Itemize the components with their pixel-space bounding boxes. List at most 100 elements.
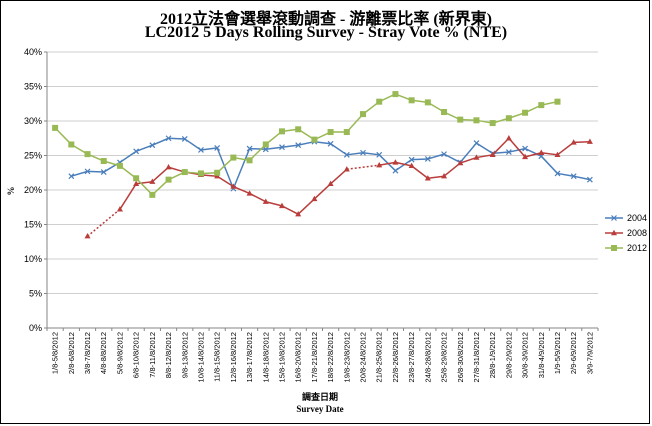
data-point bbox=[522, 145, 528, 152]
x-tick-label: 31/8-4/9/2012 bbox=[537, 332, 546, 378]
series-line-segment bbox=[476, 154, 493, 159]
series-line-segment bbox=[216, 147, 235, 189]
data-point bbox=[246, 190, 253, 196]
x-tick-label: 7/8-11/8/2012 bbox=[148, 332, 157, 378]
series-line-segment bbox=[151, 166, 170, 183]
series-line-segment bbox=[119, 150, 137, 164]
x-tick-label: 11/8-15/8/2012 bbox=[213, 332, 222, 382]
data-point bbox=[408, 162, 415, 169]
data-point bbox=[295, 210, 302, 217]
x-tick-label: 5/8-9/8/2012 bbox=[115, 332, 124, 374]
data-point bbox=[311, 136, 318, 143]
data-point bbox=[522, 153, 529, 160]
data-point bbox=[198, 147, 204, 153]
series-line-segment bbox=[152, 137, 169, 146]
data-point bbox=[376, 98, 383, 105]
series-line-segment bbox=[492, 151, 509, 155]
data-point bbox=[505, 115, 512, 122]
x-tick-label: 30/8-3/9/2012 bbox=[521, 332, 530, 378]
data-point bbox=[327, 129, 334, 136]
x-tick-label: 2/8-6/8/2012 bbox=[67, 332, 76, 374]
gridlines bbox=[47, 51, 598, 329]
series-line-segment bbox=[200, 147, 218, 151]
series-line-segment bbox=[233, 185, 250, 195]
y-tick-label: 25% bbox=[24, 151, 42, 161]
x-tick-label: 20/8-24/8/2012 bbox=[359, 332, 368, 382]
series-line-segment bbox=[265, 146, 283, 151]
data-point bbox=[165, 176, 172, 183]
data-point bbox=[392, 91, 399, 98]
series-line-segment bbox=[232, 148, 251, 189]
series-line-segment bbox=[119, 183, 137, 210]
series-2012 bbox=[52, 91, 561, 198]
x-tick-label: 21/8-25/8/2012 bbox=[375, 332, 384, 382]
data-point bbox=[230, 154, 237, 161]
series-line-segment bbox=[573, 140, 590, 144]
data-point bbox=[214, 169, 221, 176]
series-line-segment bbox=[249, 147, 266, 151]
data-point bbox=[522, 109, 529, 116]
data-point bbox=[441, 109, 448, 116]
data-point bbox=[343, 151, 350, 158]
data-point bbox=[84, 233, 91, 239]
data-point bbox=[197, 170, 204, 177]
data-point bbox=[408, 156, 415, 163]
series-line-segment bbox=[330, 143, 348, 156]
data-point bbox=[181, 136, 188, 142]
x-axis-label-english: Survey Date bbox=[296, 404, 343, 414]
series-line-segment bbox=[378, 154, 396, 172]
series-line-segment bbox=[395, 159, 413, 172]
data-point bbox=[360, 149, 366, 156]
chart-subtitle: LC2012 5 Days Rolling Survey - Stray Vot… bbox=[144, 24, 508, 41]
x-axis-label: 調查日期 bbox=[302, 391, 338, 402]
series-line-segment bbox=[379, 161, 396, 166]
legend-item-2012: 2012 bbox=[605, 243, 647, 253]
data-point bbox=[424, 175, 431, 181]
data-point bbox=[327, 140, 334, 147]
series-line-segment bbox=[281, 144, 299, 148]
data-point bbox=[538, 102, 545, 109]
x-axis-ticks: 1/8-5/8/2012 2/8-6/8/2012 3/8-7/8/2012 4/8-… bbox=[46, 328, 599, 382]
data-point bbox=[246, 157, 253, 164]
x-tick-label: 1/9-5/9/2012 bbox=[553, 332, 562, 374]
data-point bbox=[133, 148, 140, 155]
series-line-segment bbox=[313, 183, 332, 200]
data-point bbox=[586, 176, 593, 183]
data-point bbox=[441, 173, 448, 179]
legend-item-2008: 2008 bbox=[605, 228, 647, 238]
x-tick-label: 15/8-19/8/2012 bbox=[277, 332, 286, 382]
y-tick-label: 35% bbox=[24, 82, 42, 92]
data-point bbox=[424, 156, 431, 162]
data-point bbox=[408, 97, 415, 104]
series-line-segment bbox=[71, 170, 88, 177]
x-tick-label: 17/8-21/8/2012 bbox=[310, 332, 319, 382]
y-tick-label: 5% bbox=[29, 289, 42, 299]
y-axis-label: % bbox=[6, 187, 16, 196]
series-line-segment bbox=[557, 172, 574, 177]
data-point bbox=[586, 138, 593, 144]
data-point bbox=[570, 139, 577, 145]
data-point bbox=[327, 180, 334, 186]
y-axis-ticks: 0% 5% 10% 15% 20% 25% 30% 35% 40% bbox=[24, 47, 47, 333]
data-point bbox=[538, 149, 545, 155]
data-point bbox=[165, 135, 172, 142]
x-tick-label: 27/8-31/8/2012 bbox=[472, 332, 481, 382]
series-line-segment bbox=[168, 137, 185, 140]
x-tick-label: 25/8-29/8/2012 bbox=[440, 332, 449, 382]
data-point bbox=[100, 169, 107, 175]
data-point bbox=[149, 142, 156, 149]
data-point bbox=[278, 128, 285, 135]
data-point bbox=[554, 170, 561, 177]
data-point bbox=[262, 146, 269, 153]
series-line-segment bbox=[573, 175, 591, 181]
legend-item-2004: 2004 bbox=[605, 213, 647, 223]
data-point bbox=[473, 140, 480, 147]
y-tick-label: 15% bbox=[24, 220, 42, 230]
x-tick-label: 24/8-28/8/2012 bbox=[423, 332, 432, 382]
x-tick-label: 6/8-10/8/2012 bbox=[132, 332, 141, 378]
chart-title: 2012立法會選舉滾動調查 - 游離票比率 (新界東) bbox=[160, 11, 492, 28]
y-tick-label: 0% bbox=[29, 323, 42, 333]
x-tick-label: 22/8-26/8/2012 bbox=[391, 332, 400, 382]
data-point bbox=[392, 159, 399, 165]
